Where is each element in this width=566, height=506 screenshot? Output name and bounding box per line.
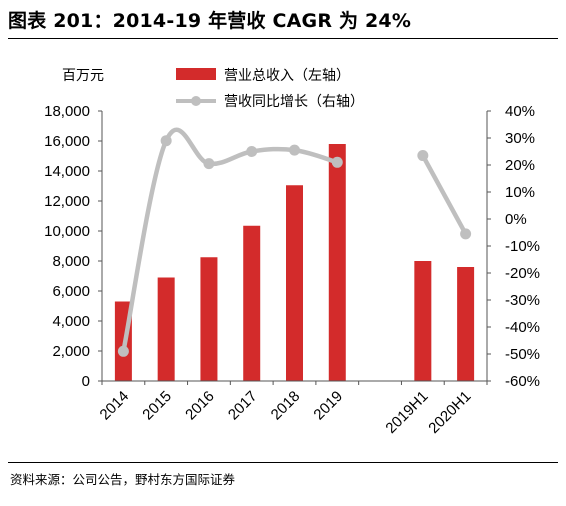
left-tick-labels: 0 2,000 4,000 6,000 8,000 10,000 12,000 14,000 1… — [44, 103, 90, 390]
left-tick-label: 10,000 — [44, 223, 90, 240]
growth-point-2019H1 — [417, 150, 429, 162]
bar-2016 — [200, 257, 218, 381]
x-tick-label-2014: 2014 — [97, 388, 133, 424]
right-tick-label: -10% — [505, 238, 540, 255]
left-tick-label: 2,000 — [52, 343, 90, 360]
x-tick-label-2015: 2015 — [139, 388, 175, 424]
growth-point-2019 — [331, 156, 343, 168]
right-tick-label: 0% — [505, 211, 527, 228]
left-tick-label: 12,000 — [44, 193, 90, 210]
footer-rule — [8, 462, 558, 463]
growth-point-2014 — [117, 345, 129, 357]
right-tick-label: -40% — [505, 319, 540, 336]
bar-2020H1 — [457, 267, 475, 381]
growth-point-2018 — [289, 144, 300, 156]
left-axis-unit-label: 百万元 — [62, 68, 104, 84]
bar-2019H1 — [414, 261, 432, 381]
axes-group — [98, 110, 491, 385]
right-tick-label: 30% — [505, 130, 535, 147]
bar-2017 — [243, 225, 261, 381]
bar-2018 — [286, 185, 303, 381]
bars-group — [114, 144, 475, 381]
x-tick-label-2017: 2017 — [225, 388, 261, 424]
growth-point-2017 — [246, 146, 258, 157]
right-tick-label: -60% — [505, 373, 540, 390]
x-tick-label-2020H1: 2020H1 — [425, 388, 474, 437]
growth-point-2015 — [160, 135, 172, 147]
left-tick-label: 0 — [82, 373, 90, 390]
legend-line-marker — [191, 96, 201, 106]
legend-bar-swatch — [176, 68, 216, 80]
growth-point-2016 — [203, 158, 215, 170]
left-tick-label: 6,000 — [52, 283, 90, 300]
left-tick-label: 8,000 — [52, 253, 90, 270]
left-tick-label: 4,000 — [52, 313, 90, 330]
growth-point-2020H1 — [460, 228, 472, 240]
source-note: 资料来源：公司公告，野村东方国际证券 — [10, 472, 236, 487]
right-tick-label: -30% — [505, 292, 540, 309]
legend: 营业总收入（左轴） 营收同比增长（右轴） — [176, 68, 364, 110]
right-tick-label: -50% — [505, 346, 540, 363]
legend-line-label: 营收同比增长（右轴） — [224, 94, 364, 110]
x-tick-label-2019: 2019 — [310, 388, 346, 424]
right-tick-label: 10% — [505, 184, 535, 201]
x-tick-label-2019H1: 2019H1 — [382, 388, 431, 437]
right-tick-label: 20% — [505, 157, 535, 174]
right-tick-label: 40% — [505, 103, 535, 120]
right-tick-label: -20% — [505, 265, 540, 282]
legend-bar-label: 营业总收入（左轴） — [224, 68, 350, 84]
chart-title: 图表 201：2014-19 年营收 CAGR 为 24% — [8, 10, 412, 32]
x-tick-label-2018: 2018 — [268, 388, 304, 424]
left-tick-label: 14,000 — [44, 163, 90, 180]
bar-2015 — [157, 277, 175, 381]
right-tick-labels: -60% -50% -40% -30% -20% -10% 0% 10% 20% 30% 40% — [505, 103, 540, 390]
left-tick-label: 16,000 — [44, 133, 90, 150]
bar-2019 — [328, 144, 346, 381]
line-group — [117, 127, 472, 357]
growth-line-segment — [121, 127, 338, 352]
left-tick-label: 18,000 — [44, 103, 90, 120]
title-rule — [8, 38, 558, 39]
x-tick-label-2016: 2016 — [182, 388, 218, 424]
growth-line-segment — [420, 154, 468, 235]
